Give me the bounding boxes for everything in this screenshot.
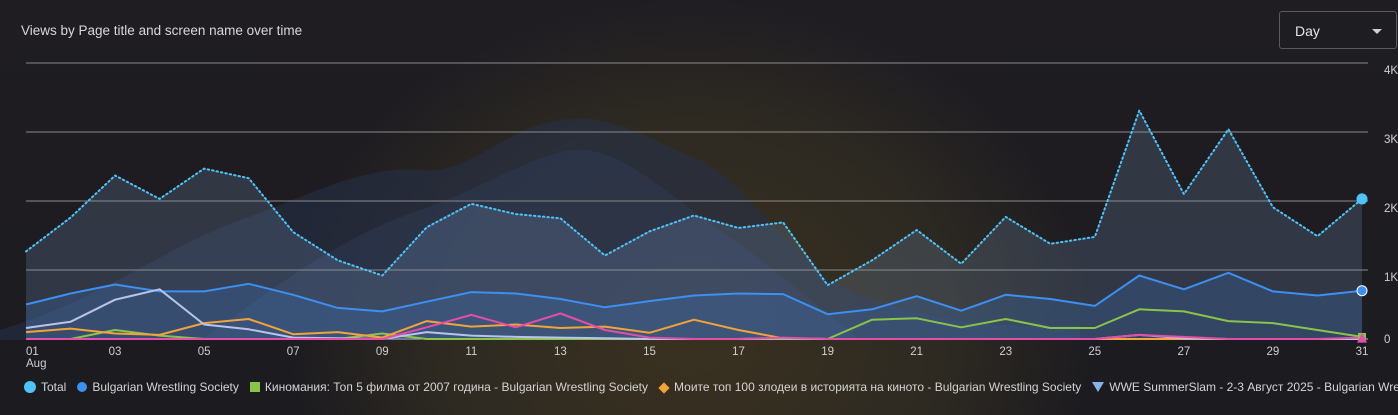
legend-label: Bulgarian Wrestling Society bbox=[92, 380, 239, 394]
x-axis-ticks: 01 03 05 07 09 11 13 15 17 19 21 23 25 27 29 31 Aug bbox=[26, 346, 1368, 370]
series-end-markers bbox=[1356, 193, 1368, 343]
y-tick-label: 3K bbox=[1384, 134, 1398, 146]
series-area-1 bbox=[26, 272, 1362, 339]
x-tick-label: 21 bbox=[910, 346, 923, 358]
bws-end-marker bbox=[1356, 285, 1368, 297]
x-tick-label: 27 bbox=[1177, 346, 1190, 358]
x-tick-label: 11 bbox=[465, 346, 477, 358]
legend-label: Моите топ 100 злодеи в историята на кино… bbox=[674, 380, 1082, 394]
x-month-label: Aug bbox=[26, 358, 46, 370]
series-line-5 bbox=[26, 312, 1363, 340]
series-line-0 bbox=[25, 109, 1363, 287]
line-chart: 0 1K 2K 3K 4K 01 03 05 07 09 11 13 15 17 19 21 23 25 27 29… bbox=[0, 62, 1398, 370]
legend-label: Total bbox=[41, 380, 67, 394]
x-tick-label: 05 bbox=[198, 346, 211, 358]
x-tick-label: 25 bbox=[1088, 346, 1101, 358]
triangle-icon bbox=[1092, 382, 1105, 392]
legend-label: WWE SummerSlam - 2-3 Август 2025 - Bulga… bbox=[1109, 380, 1398, 394]
x-tick-label: 03 bbox=[109, 346, 122, 358]
total-end-marker bbox=[1356, 193, 1368, 205]
y-tick-label: 0 bbox=[1384, 334, 1390, 346]
legend-item[interactable]: Total bbox=[24, 380, 66, 394]
series-lines bbox=[25, 109, 1363, 340]
series-line-1 bbox=[25, 271, 1363, 316]
chart-title: Views by Page title and screen name over… bbox=[21, 23, 303, 38]
legend-label: Киномания: Топ 5 филма от 2007 година - … bbox=[264, 380, 649, 394]
x-tick-label: 19 bbox=[821, 346, 834, 358]
circle-icon bbox=[77, 382, 88, 392]
mountain-ridge bbox=[200, 149, 860, 340]
square-icon bbox=[249, 382, 260, 392]
x-tick-label: 01 bbox=[26, 346, 39, 358]
granularity-value: Day bbox=[1295, 23, 1320, 39]
series-areas bbox=[26, 110, 1362, 339]
mountain-silhouette bbox=[0, 118, 1080, 340]
x-tick-label: 09 bbox=[376, 346, 389, 358]
series-line-3 bbox=[25, 318, 1362, 340]
chevron-down-icon bbox=[1372, 29, 1382, 34]
y-tick-label: 2K bbox=[1384, 203, 1398, 215]
granularity-dropdown[interactable]: Day bbox=[1279, 11, 1397, 49]
x-tick-label: 31 bbox=[1356, 346, 1369, 358]
x-tick-label: 07 bbox=[287, 346, 300, 358]
legend-item[interactable]: WWE SummerSlam - 2-3 Август 2025 - Bulga… bbox=[1092, 380, 1398, 394]
series-area-0 bbox=[26, 110, 1362, 339]
legend: Total Bulgarian Wrestling Society Киномани… bbox=[24, 380, 1398, 398]
legend-item[interactable]: Bulgarian Wrestling Society bbox=[77, 380, 239, 394]
x-tick-label: 29 bbox=[1267, 346, 1280, 358]
x-tick-label: 23 bbox=[999, 346, 1012, 358]
diamond-icon bbox=[658, 382, 670, 394]
x-tick-label: 13 bbox=[554, 346, 567, 358]
y-tick-label: 1K bbox=[1384, 272, 1398, 284]
legend-item[interactable]: Моите топ 100 злодеи в историята на кино… bbox=[658, 380, 1082, 394]
x-tick-label: 15 bbox=[643, 346, 656, 358]
pink-end-marker bbox=[1357, 332, 1367, 343]
y-tick-label: 4K bbox=[1384, 65, 1398, 77]
x-tick-label: 17 bbox=[732, 346, 745, 358]
legend-item[interactable]: Киномания: Топ 5 филма от 2007 година - … bbox=[249, 380, 649, 394]
y-axis-ticks: 0 1K 2K 3K 4K bbox=[1384, 65, 1398, 346]
drop-icon bbox=[24, 381, 36, 393]
